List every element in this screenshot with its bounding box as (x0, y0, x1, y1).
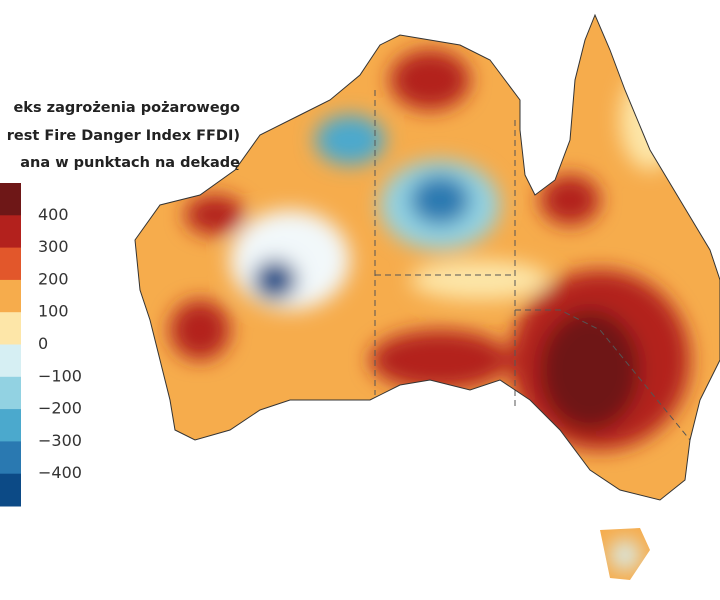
legend-swatch (0, 409, 21, 442)
title-line: rest Fire Danger Index FFDI) (7, 128, 240, 144)
state-borders (374, 90, 691, 441)
legend-swatch (0, 215, 21, 249)
legend-swatch (0, 183, 21, 216)
legend-tick-label: 400 (38, 205, 69, 224)
legend-swatch (0, 312, 21, 345)
legend-swatch (0, 473, 21, 507)
legend-swatch (0, 344, 21, 378)
title-line: ana w punktach na dekadę (20, 155, 240, 171)
legend-tick-label: −400 (38, 463, 82, 482)
legend-tick-label: 300 (38, 237, 69, 256)
legend-swatch (0, 441, 21, 475)
legend-tick-label: 200 (38, 269, 69, 288)
legend-title: eks zagrożenia pożarowego rest Fire Dang… (7, 100, 240, 171)
legend: 400 300 200 100 0 −100 −200 −300 −400 (0, 183, 82, 507)
legend-swatch (0, 376, 21, 410)
legend-tick-label: 0 (38, 334, 48, 353)
legend-tick-label: −100 (38, 366, 82, 385)
legend-tick-label: −300 (38, 431, 82, 450)
legend-tick-label: 100 (38, 302, 69, 321)
legend-swatch (0, 279, 21, 313)
title-line: eks zagrożenia pożarowego (13, 100, 240, 116)
legend-swatch (0, 247, 21, 281)
legend-tick-label: −200 (38, 399, 82, 418)
coastline (134, 13, 720, 501)
